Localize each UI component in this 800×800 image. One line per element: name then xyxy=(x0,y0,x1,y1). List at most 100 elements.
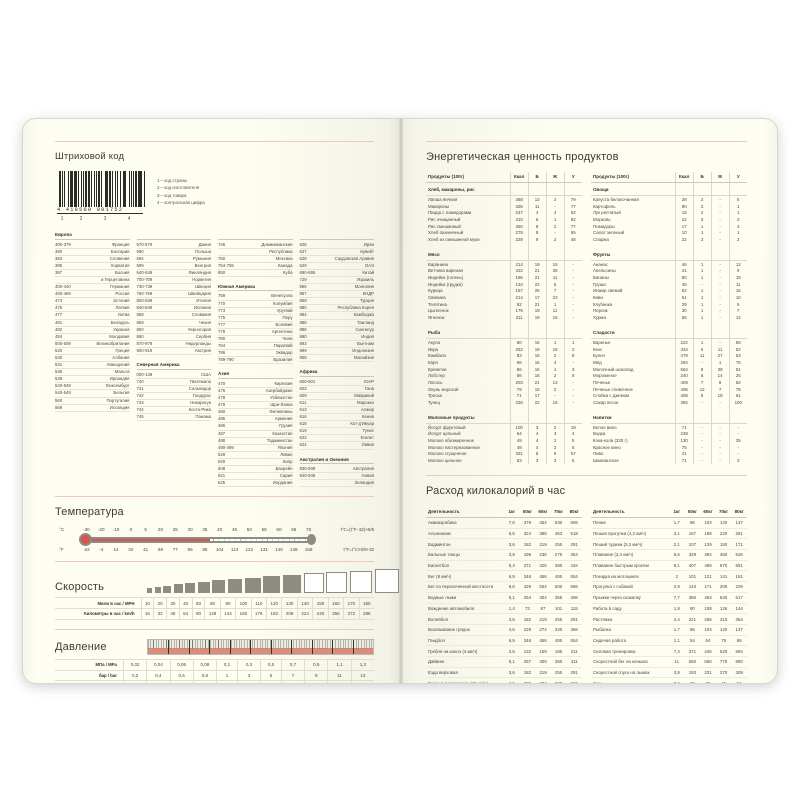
food-name: Красное вино xyxy=(593,444,621,450)
food-value: 3 xyxy=(563,365,582,373)
activity-value: 1,7 xyxy=(669,624,685,636)
country-code: 385 xyxy=(55,262,63,268)
celsius-tick: 50 xyxy=(246,527,252,533)
country-code-row: 484 Молдавия xyxy=(55,334,130,341)
country-group-heading xyxy=(218,232,293,240)
country-code: 000-139 xyxy=(136,371,153,377)
ruler-major-tick xyxy=(352,639,354,654)
ruler-minor-ticks xyxy=(148,639,373,649)
food-value: 12 xyxy=(692,385,712,393)
section-divider xyxy=(55,141,374,142)
pressure-row: атм / atm0,19740,39480,59220,78960,9872,… xyxy=(55,680,374,683)
barcode-legend-item: 4 – контрольная цифра xyxy=(157,199,205,205)
country-code: 760-769 xyxy=(136,291,153,297)
activity-value: 144 xyxy=(731,603,747,615)
activity-value: 520 xyxy=(715,645,732,657)
pressure-value: 0,5 xyxy=(260,658,282,671)
speed-header: Скорость xyxy=(55,569,399,594)
food-name: Бананы xyxy=(593,275,609,281)
country-name: Гана xyxy=(364,385,374,391)
activity-value: 137 xyxy=(731,624,747,636)
pressure-label: МПа / MPa xyxy=(55,658,124,671)
country-name: ЮАР xyxy=(364,378,374,384)
food-name: Макароны xyxy=(428,203,450,209)
activity-value: 366 xyxy=(566,624,582,636)
barcode-mark: 4 xyxy=(127,216,131,222)
food-name: Мёд xyxy=(593,359,602,365)
fahrenheit-tick: 41 xyxy=(143,547,149,553)
food-value: 71 xyxy=(674,457,694,464)
activity-value: 309 xyxy=(535,656,551,668)
food-value: 62 xyxy=(674,287,694,295)
food-value: 5 xyxy=(692,372,712,380)
food-value: 4 xyxy=(563,430,582,438)
food-value: 19 xyxy=(563,423,582,431)
country-name: Франция xyxy=(111,241,130,247)
activity-value: 229 xyxy=(519,677,536,683)
country-code-row: 599 Венгрия xyxy=(136,263,211,270)
country-name: Люксембург xyxy=(105,383,130,389)
country-code-row: 611 Марокко xyxy=(299,399,374,407)
activity-name: Гандбол xyxy=(426,635,505,647)
food-row: Хлеб из смешанной муки 229 9 2 48 xyxy=(426,236,582,243)
ruler-major-tick xyxy=(270,639,272,654)
celsius-tick: 70 xyxy=(306,527,312,533)
calorie-row: Баскетбол 5,4 271 326 380 434 xyxy=(426,560,582,572)
calorie-row: Поездка на мотоцикле 2 101 121 141 161 xyxy=(591,570,747,583)
food-value: 75 xyxy=(674,443,694,451)
pressure-value: 0,04 xyxy=(146,658,171,671)
food-name: Морковь xyxy=(593,216,611,222)
food-value: 22 xyxy=(527,399,547,406)
food-value: 10 xyxy=(728,294,747,301)
activity-value: 6,6 xyxy=(669,549,685,561)
fahrenheit-tick: 32 xyxy=(128,547,134,553)
food-value: 3 xyxy=(692,216,712,223)
country-code-row: 745 Панама xyxy=(136,414,211,422)
pressure-value: 12,831 xyxy=(350,680,374,683)
food-value: 3 xyxy=(692,236,712,243)
food-value: 1 xyxy=(692,300,712,308)
speed-value: 110 xyxy=(250,597,268,610)
country-code-columns: Европа 300-379 Франция 380 Болгария 383 Словен… xyxy=(55,232,374,488)
country-name: Марокко xyxy=(357,399,374,405)
activity-name: Вождение автомобиля xyxy=(426,603,505,615)
food-group-spacer xyxy=(591,242,747,248)
activity-value: 411 xyxy=(566,656,582,668)
country-code-row: 900-919 Австрия xyxy=(136,348,211,355)
food-value: 65 xyxy=(563,229,582,237)
country-name: Финляндия xyxy=(188,269,211,275)
food-value: 2 xyxy=(692,209,712,217)
food-value: 21 xyxy=(527,379,547,386)
activity-value: 4,6 xyxy=(504,624,520,636)
food-value: 13 xyxy=(545,379,565,386)
activity-value: 386 xyxy=(684,592,701,604)
country-code: 743 xyxy=(136,399,144,405)
country-name: Индия xyxy=(361,333,374,339)
food-row: Персик 30 1-7 xyxy=(591,307,747,315)
country-name: Саудовская Аравия xyxy=(334,255,374,261)
activity-value: 120 xyxy=(715,517,732,529)
food-name: Цыпленок xyxy=(428,308,449,314)
fahrenheit-tick: 113 xyxy=(230,547,239,553)
speed-scale-square xyxy=(244,577,261,594)
activity-value: 354 xyxy=(731,613,747,625)
food-value: 4 xyxy=(545,209,565,217)
activity-name: Силовая тренировка xyxy=(591,645,670,657)
food-value: 5 xyxy=(692,392,712,400)
food-value: 2 xyxy=(545,372,565,380)
country-code: 773 xyxy=(218,307,226,313)
activity-value: 254 xyxy=(519,592,536,604)
food-value: 11 xyxy=(527,202,547,210)
food-value: 16 xyxy=(527,352,547,360)
food-row: Слойка с джемом 408 5 18 61 xyxy=(591,392,747,400)
food-value: - xyxy=(710,280,730,288)
activity-value: 189 xyxy=(700,528,716,540)
activity-value: 379 xyxy=(519,517,536,529)
country-code-row: 618 Кот-д'Ивуар xyxy=(299,421,374,429)
speed-value: 20 xyxy=(153,597,168,610)
country-code-row: 840-849 Испания xyxy=(136,305,211,313)
food-value: 22 xyxy=(674,236,694,243)
celsius-tick: 30 xyxy=(187,527,193,533)
food-row: Тунец 226 22 16- xyxy=(426,399,582,406)
country-code-column: 570-579 Дания 590 Польша 594 Румыния 599 Венгри… xyxy=(136,232,211,487)
